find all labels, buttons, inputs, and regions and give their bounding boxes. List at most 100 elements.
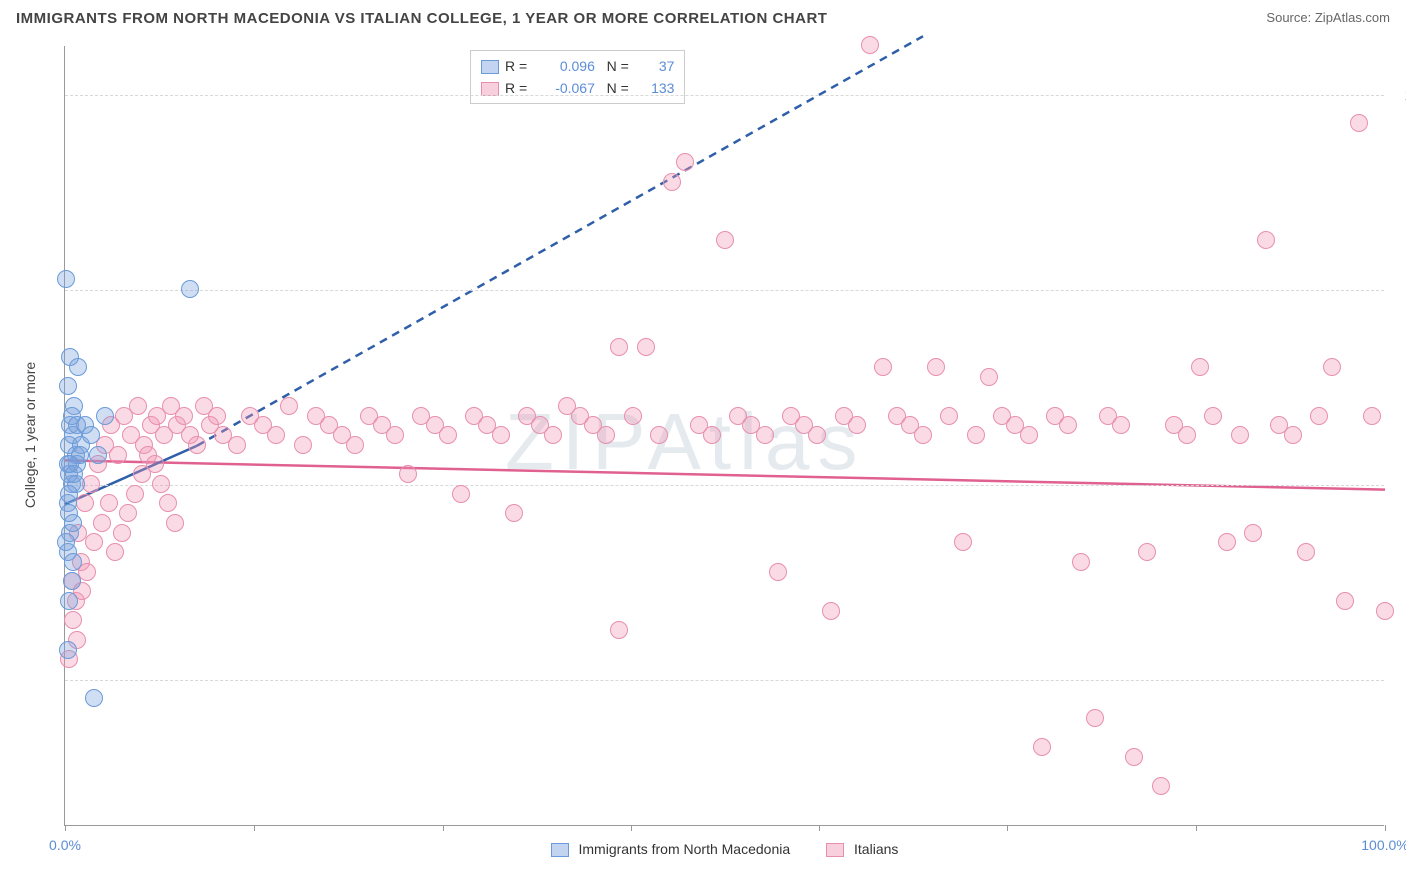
data-point [848, 416, 866, 434]
gridline [65, 485, 1384, 486]
data-point [980, 368, 998, 386]
data-point [505, 504, 523, 522]
data-point [1086, 709, 1104, 727]
data-point [76, 494, 94, 512]
data-point [346, 436, 364, 454]
data-point [109, 446, 127, 464]
data-point [60, 485, 78, 503]
data-point [64, 553, 82, 571]
chart-source: Source: ZipAtlas.com [1266, 10, 1390, 25]
data-point [68, 416, 86, 434]
data-point [228, 436, 246, 454]
data-point [126, 485, 144, 503]
data-point [399, 465, 417, 483]
data-point [954, 533, 972, 551]
data-point [1033, 738, 1051, 756]
data-point [57, 533, 75, 551]
data-point [119, 504, 137, 522]
data-point [175, 407, 193, 425]
data-point [267, 426, 285, 444]
data-point [927, 358, 945, 376]
legend-series-item: Immigrants from North Macedonia [551, 841, 791, 857]
data-point [663, 173, 681, 191]
data-point [1112, 416, 1130, 434]
data-point [1178, 426, 1196, 444]
y-tick-label: 60.0% [1392, 477, 1406, 493]
data-point [597, 426, 615, 444]
data-point [1350, 114, 1368, 132]
x-tick [1196, 825, 1197, 831]
data-point [492, 426, 510, 444]
data-point [208, 407, 226, 425]
data-point [85, 533, 103, 551]
data-point [85, 689, 103, 707]
data-point [1310, 407, 1328, 425]
data-point [1363, 407, 1381, 425]
y-tick-label: 40.0% [1392, 672, 1406, 688]
data-point [1376, 602, 1394, 620]
data-point [57, 270, 75, 288]
data-point [82, 475, 100, 493]
data-point [1336, 592, 1354, 610]
data-point [1284, 426, 1302, 444]
data-point [967, 426, 985, 444]
x-tick [443, 825, 444, 831]
data-point [1059, 416, 1077, 434]
data-point [650, 426, 668, 444]
x-tick-label: 100.0% [1361, 837, 1406, 853]
data-point [129, 397, 147, 415]
data-point [874, 358, 892, 376]
data-point [1138, 543, 1156, 561]
data-point [280, 397, 298, 415]
data-point [60, 504, 78, 522]
data-point [861, 36, 879, 54]
data-point [59, 377, 77, 395]
source-name: ZipAtlas.com [1315, 10, 1390, 25]
data-point [610, 621, 628, 639]
data-point [769, 563, 787, 581]
x-tick [254, 825, 255, 831]
legend-series-item: Italians [826, 841, 898, 857]
data-point [1204, 407, 1222, 425]
data-point [64, 611, 82, 629]
legend-stats-row: R = 0.096 N = 37 [481, 55, 674, 77]
data-point [1218, 533, 1236, 551]
data-point [61, 348, 79, 366]
data-point [439, 426, 457, 444]
gridline [65, 95, 1384, 96]
x-tick [1007, 825, 1008, 831]
data-point [188, 436, 206, 454]
y-tick-label: 100.0% [1392, 87, 1406, 103]
data-point [60, 592, 78, 610]
x-tick-label: 0.0% [49, 837, 81, 853]
y-tick-label: 80.0% [1392, 282, 1406, 298]
data-point [59, 641, 77, 659]
data-point [452, 485, 470, 503]
data-point [544, 426, 562, 444]
source-label: Source: [1266, 10, 1311, 25]
data-point [159, 494, 177, 512]
gridline [65, 680, 1384, 681]
data-point [152, 475, 170, 493]
data-point [96, 407, 114, 425]
data-point [100, 494, 118, 512]
data-point [624, 407, 642, 425]
chart-header: IMMIGRANTS FROM NORTH MACEDONIA VS ITALI… [0, 0, 1406, 40]
data-point [1152, 777, 1170, 795]
data-point [61, 455, 79, 473]
data-point [1257, 231, 1275, 249]
data-point [1125, 748, 1143, 766]
x-tick [65, 825, 66, 831]
data-point [181, 280, 199, 298]
data-point [294, 436, 312, 454]
data-point [808, 426, 826, 444]
data-point [106, 543, 124, 561]
data-point [676, 153, 694, 171]
data-point [1072, 553, 1090, 571]
x-tick [819, 825, 820, 831]
data-point [146, 455, 164, 473]
legend-stats: R = 0.096 N = 37R = -0.067 N = 133 [470, 50, 685, 104]
data-point [756, 426, 774, 444]
data-point [1020, 426, 1038, 444]
data-point [914, 426, 932, 444]
